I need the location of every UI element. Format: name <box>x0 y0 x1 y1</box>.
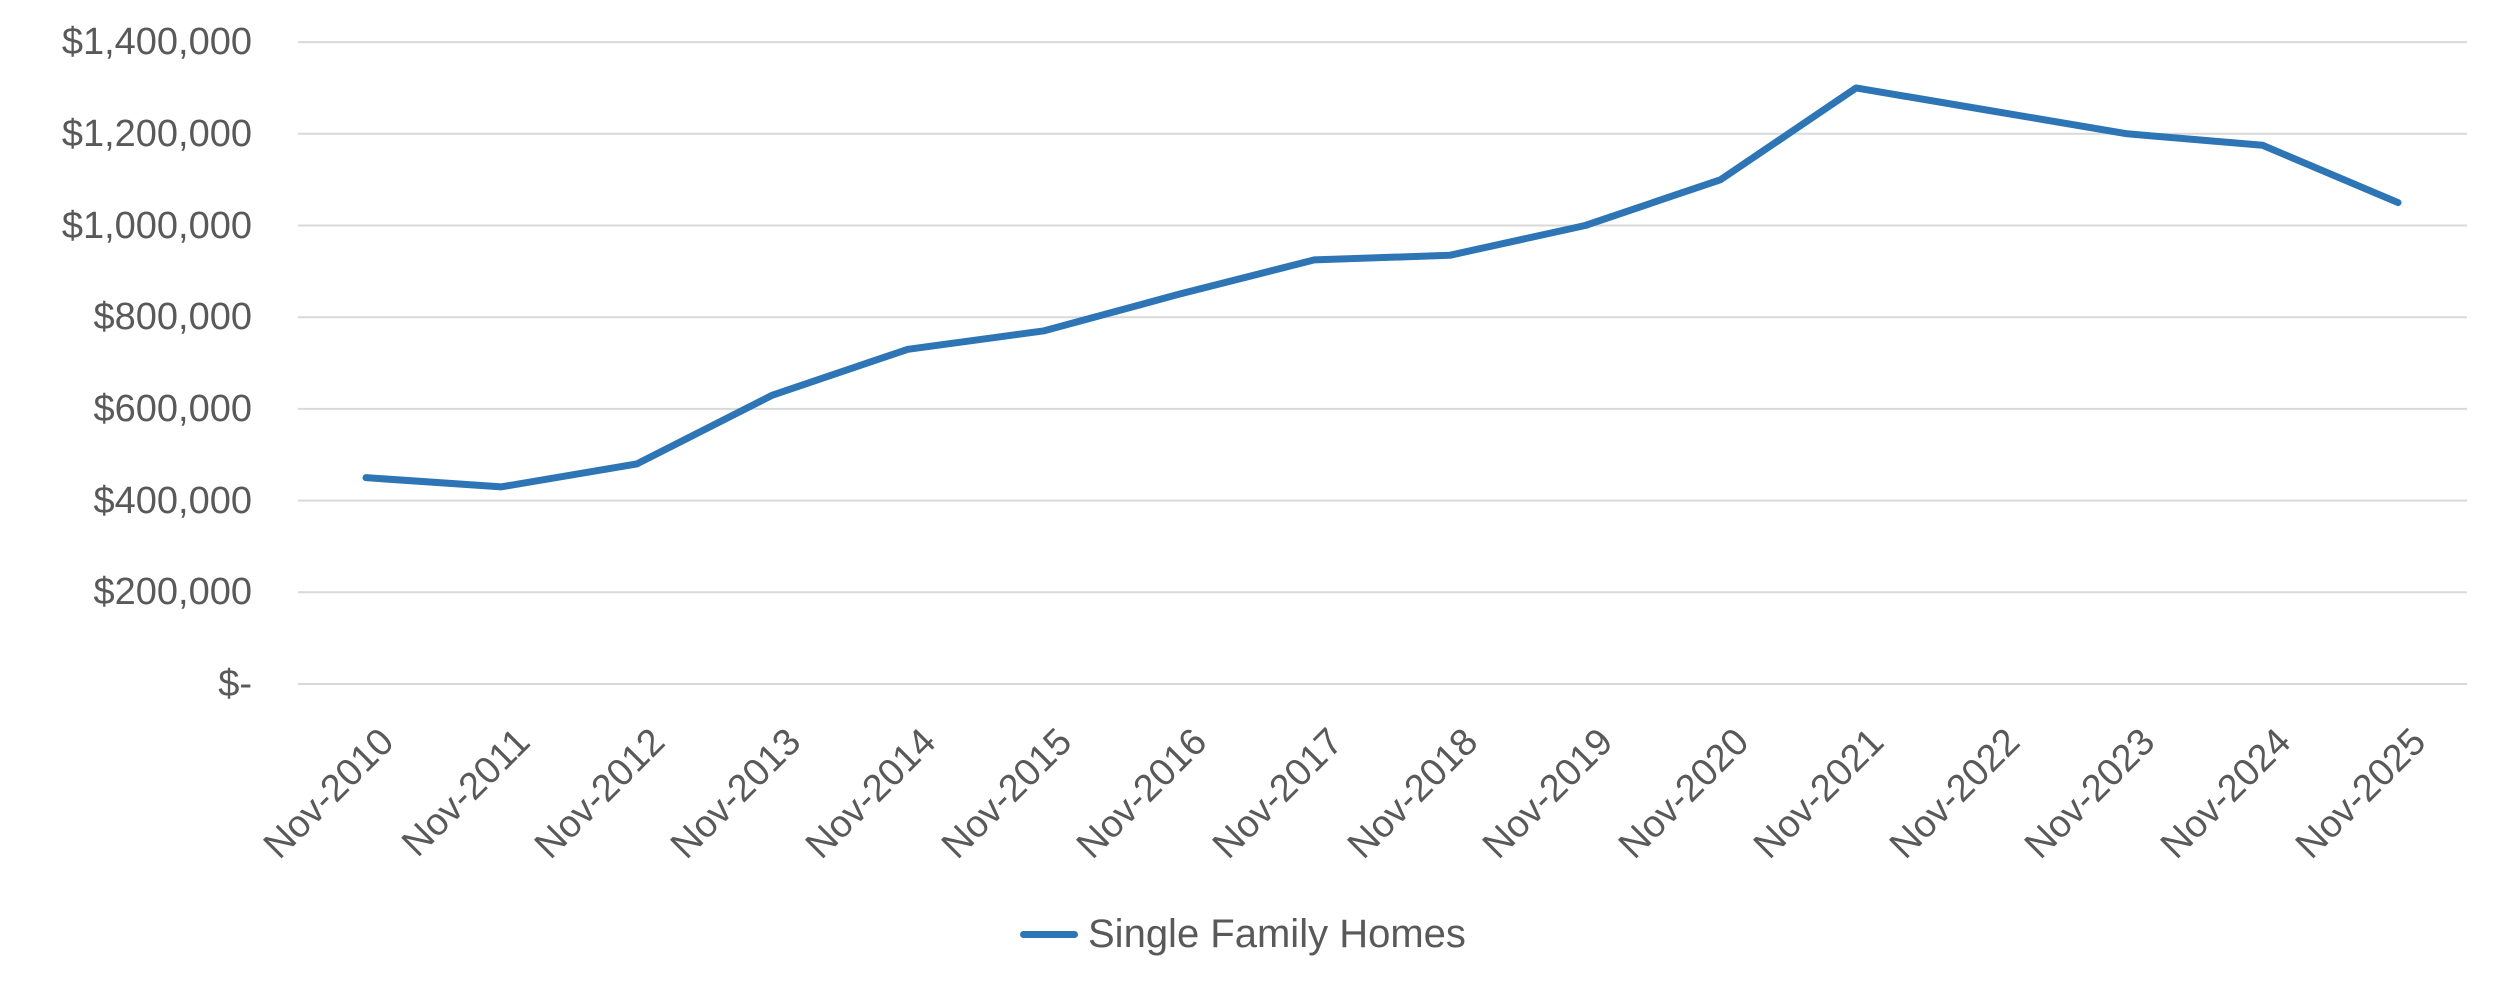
y-axis-tick-label: $200,000 <box>93 571 253 614</box>
y-axis-tick-label: $400,000 <box>93 479 253 522</box>
legend-label: Single Family Homes <box>1088 912 1466 956</box>
legend: Single Family Homes <box>1020 912 1466 957</box>
y-axis-tick-label: $1,000,000 <box>61 204 252 247</box>
y-axis-tick-label: $1,400,000 <box>61 21 252 64</box>
y-axis-tick-label: $- <box>218 663 252 705</box>
y-axis-tick-label: $600,000 <box>93 387 253 430</box>
legend-line-swatch <box>1020 931 1078 938</box>
y-axis-tick-label: $800,000 <box>93 296 253 339</box>
y-axis-tick-label: $1,200,000 <box>61 112 252 155</box>
series-line-single-family-homes <box>362 84 2402 491</box>
